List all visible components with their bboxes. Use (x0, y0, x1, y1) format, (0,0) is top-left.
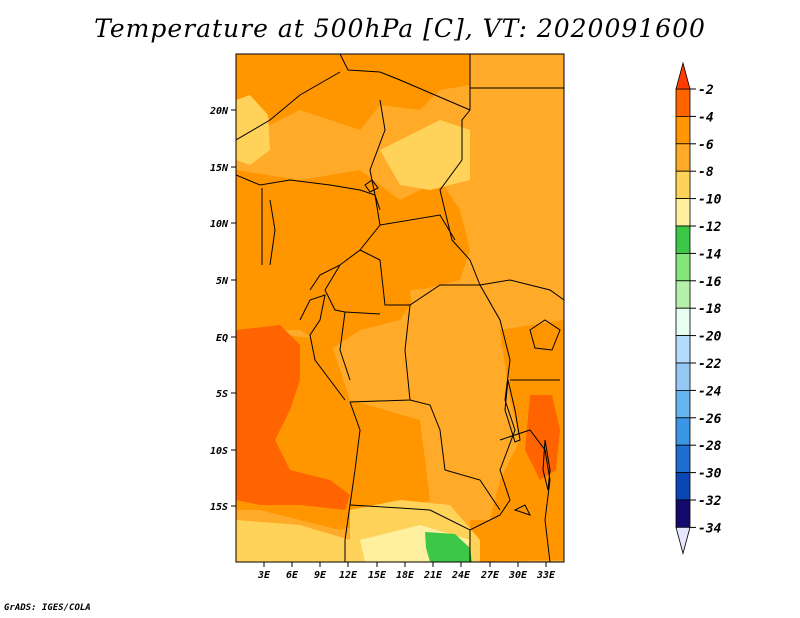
field-orange-north (236, 54, 470, 130)
colorbar-label: -4 (698, 110, 714, 125)
colorbar-label: -18 (698, 302, 722, 317)
border-line-10 (379, 214, 456, 241)
lat-label-5n: 5N (216, 276, 229, 287)
lat-label-eq: EQ (216, 333, 228, 344)
lon-label-12e: 12E (339, 570, 358, 581)
field-yellow-southwest (236, 520, 350, 562)
border-line-2 (439, 54, 481, 286)
map-frame (235, 53, 565, 563)
lake-kariba (513, 504, 531, 516)
colorbar-segment (675, 389, 691, 419)
lon-label-30e: 30E (508, 570, 528, 581)
border-line-1 (339, 54, 471, 111)
border-line-19 (349, 504, 501, 531)
colorbar-label: -32 (698, 494, 722, 509)
border-line-15 (479, 284, 516, 431)
colorbar-segment (675, 116, 691, 145)
colorbar-segment (675, 472, 691, 501)
lon-label-9e: 9E (314, 570, 327, 581)
colorbar-segment (675, 499, 691, 528)
colorbar-label: -20 (698, 330, 722, 345)
colorbar-segment (675, 252, 691, 282)
border-line-11 (359, 249, 564, 306)
lon-label-3e: 3E (257, 570, 271, 581)
border-line-18 (409, 399, 501, 511)
lon-label-33e: 33E (536, 570, 556, 581)
temperature-field (236, 54, 564, 562)
border-line-4 (236, 71, 341, 141)
map-title: Temperature at 500hPa [C], VT: 202009160… (94, 14, 706, 43)
colorbar-label: -10 (698, 193, 722, 208)
colorbar-segment (675, 362, 691, 391)
colorbar-segment (675, 143, 691, 172)
lat-label-10s: 10S (210, 446, 228, 457)
field-orange-central (236, 170, 470, 350)
border-line-12 (324, 264, 381, 315)
border-line-13 (349, 304, 411, 403)
border-line-21 (499, 429, 551, 562)
lon-labels: 3E 6E 9E 12E 15E 18E 21E 24E 27E 30E 33E (257, 570, 556, 581)
lon-label-27e: 27E (480, 570, 500, 581)
colorbar-bottom-arrow (675, 527, 691, 555)
lake-tanganyika (504, 379, 521, 443)
lon-label-21e: 21E (423, 570, 443, 581)
lon-label-18e: 18E (396, 570, 415, 581)
colorbar-label: -28 (698, 439, 722, 454)
lon-label-24e: 24E (451, 570, 471, 581)
lat-label-20n: 20N (209, 106, 229, 117)
lake-chad (364, 179, 379, 193)
lon-label-6e: 6E (286, 570, 299, 581)
colorbar-label: -14 (698, 247, 722, 262)
colorbar-segment (675, 170, 691, 199)
colorbar-top-arrow (675, 61, 691, 90)
lat-label-10n: 10N (210, 219, 229, 230)
coastline-west (299, 294, 346, 401)
lat-label-15s: 15S (210, 502, 228, 513)
colorbar-label: -22 (698, 357, 722, 372)
border-line-8 (269, 199, 276, 266)
colorbar-label: -2 (698, 83, 714, 98)
colorbar-segment (675, 198, 691, 227)
colorbar-label: -24 (698, 384, 722, 399)
colorbar: -2 -4 -6 -8 -10 -12 -14 -16 -18 -20 -22 -24 -26 -28 -3… (675, 61, 722, 555)
colorbar-label: -26 (698, 412, 722, 427)
colorbar-segment (675, 444, 691, 474)
field-dark-orange-atlantic (236, 325, 350, 510)
colorbar-label: -34 (698, 521, 722, 536)
colorbar-segment (675, 280, 691, 309)
colorbar-segment (675, 307, 691, 337)
field-orange-southeast (470, 520, 540, 562)
lake-malawi (542, 439, 551, 491)
field-dark-orange-east (525, 395, 560, 480)
lat-label-5s: 5S (216, 389, 228, 400)
border-line-14 (339, 311, 351, 381)
colorbar-label: -30 (698, 467, 722, 482)
grads-credit: GrADS: IGES/COLA (4, 603, 91, 613)
lat-labels: 20N 15N 10N 5N EQ 5S 10S 15S (209, 106, 229, 513)
colorbar-segment (675, 225, 691, 254)
colorbar-label: -16 (698, 275, 722, 290)
colorbar-label: -6 (698, 138, 714, 153)
colorbar-segment (675, 335, 691, 364)
tick-marks (231, 109, 547, 567)
colorbar-segment (675, 417, 691, 446)
lat-label-15n: 15N (210, 163, 229, 174)
lon-label-15e: 15E (368, 570, 387, 581)
colorbar-segment (675, 88, 691, 117)
colorbar-label: -8 (698, 165, 714, 180)
field-yellow-chad (380, 120, 470, 190)
field-green-pocket (425, 532, 472, 562)
lake-victoria (529, 319, 561, 351)
country-borders (236, 54, 564, 562)
border-line-9 (309, 194, 381, 291)
field-light-congo (410, 285, 500, 430)
colorbar-label: -12 (698, 220, 722, 235)
border-line-22 (499, 429, 516, 516)
border-line-17 (344, 401, 361, 562)
border-line-5 (369, 99, 386, 196)
